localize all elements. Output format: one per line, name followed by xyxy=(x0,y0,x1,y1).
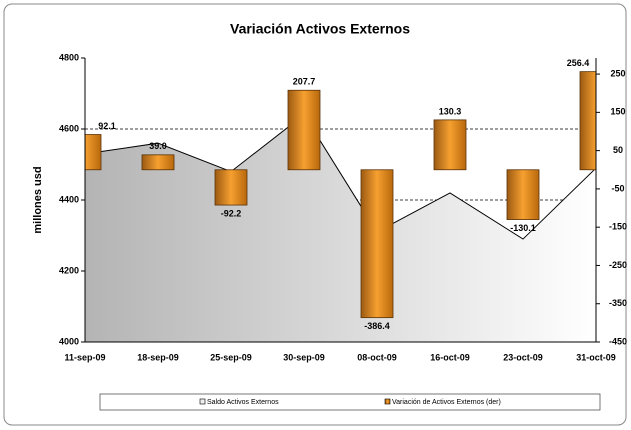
x-tick-label: 23-oct-09 xyxy=(503,352,543,362)
data-label: -92.2 xyxy=(221,208,242,218)
y-tick-label: 4800 xyxy=(59,52,79,62)
legend-label: Variación de Activos Externos (der) xyxy=(392,399,501,406)
bar xyxy=(141,154,175,171)
x-tick-label: 16-oct-09 xyxy=(430,352,470,362)
bar xyxy=(360,169,394,319)
x-tick-label: 18-sep-09 xyxy=(137,352,179,362)
legend xyxy=(99,393,601,411)
legend-swatch xyxy=(199,398,206,405)
data-label: 130.3 xyxy=(439,106,462,116)
data-label: 207.7 xyxy=(293,77,316,87)
data-label: -130.1 xyxy=(510,223,536,233)
y-tick-label: 4000 xyxy=(59,336,79,346)
bar xyxy=(579,71,596,171)
x-tick-label: 31-oct-09 xyxy=(576,352,616,362)
x-tick-label: 08-oct-09 xyxy=(357,352,397,362)
y2-tick-label: -150 xyxy=(609,222,627,232)
y2-tick-label: 50 xyxy=(613,145,623,155)
y2-tick-label: 150 xyxy=(610,107,625,117)
bar xyxy=(214,169,248,206)
bar xyxy=(287,89,321,171)
chart-title: Variación Activos Externos xyxy=(230,21,410,37)
plot xyxy=(85,71,596,342)
data-label: 39.0 xyxy=(149,141,167,151)
bar xyxy=(85,134,102,171)
data-label: -386.4 xyxy=(364,321,390,331)
y-axis-title: millones usd xyxy=(32,166,44,233)
legend-swatch xyxy=(384,398,391,405)
x-tick-label: 11-sep-09 xyxy=(64,352,105,362)
y-tick-label: 4200 xyxy=(59,265,79,275)
legend-label: Saldo Activos Externos xyxy=(207,399,279,406)
y2-tick-label: -350 xyxy=(609,298,627,308)
y2-tick-label: -250 xyxy=(609,260,627,270)
y2-tick-label: -50 xyxy=(611,183,624,193)
x-tick-label: 25-sep-09 xyxy=(210,352,252,362)
data-label: 256.4 xyxy=(567,58,590,68)
x-tick-label: 30-sep-09 xyxy=(283,352,325,362)
data-label: 92.1 xyxy=(98,121,116,131)
bar xyxy=(433,119,467,171)
area-line xyxy=(85,114,596,240)
bar xyxy=(506,169,540,220)
y2-tick-label: -450 xyxy=(609,336,627,346)
area xyxy=(85,114,596,342)
y2-tick-label: 250 xyxy=(610,68,625,78)
y-tick-label: 4600 xyxy=(59,123,79,133)
y-tick-label: 4400 xyxy=(59,194,79,204)
